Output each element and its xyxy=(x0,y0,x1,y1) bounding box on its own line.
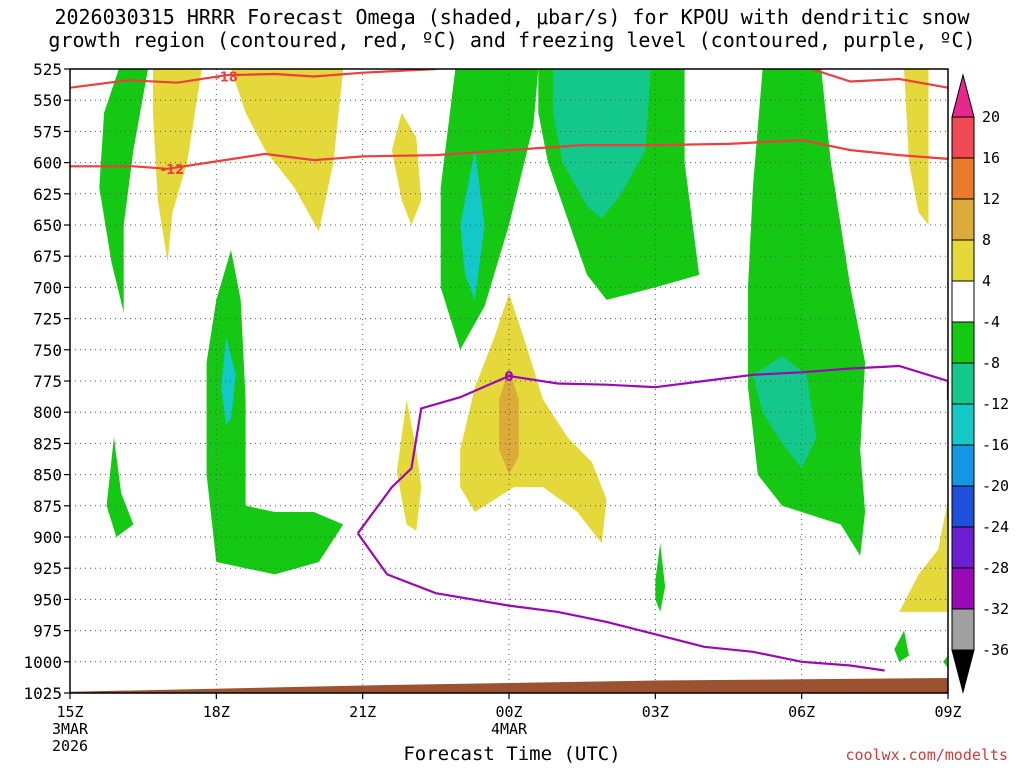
omega-region-8 xyxy=(460,150,485,300)
colorbar-label-13: -36 xyxy=(982,641,1009,659)
watermark: coolwx.com/modelts xyxy=(845,746,1008,764)
colorbar-swatch-5 xyxy=(951,321,975,364)
omega-region-3 xyxy=(231,69,344,232)
freezing-level-lower-branch xyxy=(356,532,885,672)
colorbar-label-1: 16 xyxy=(982,149,1000,167)
ytick-label-1000: 1000 xyxy=(23,653,62,672)
omega-region-0 xyxy=(99,69,148,313)
ytick-label-875: 875 xyxy=(33,497,62,516)
dgz-contour-0 xyxy=(70,69,436,89)
colorbar-label-11: -28 xyxy=(982,559,1009,577)
colorbar-swatch-9 xyxy=(951,485,975,528)
omega-region-6 xyxy=(221,337,236,425)
xtick-year-2026: 2026 xyxy=(52,737,88,755)
omega-region-18 xyxy=(899,499,948,612)
ytick-label-825: 825 xyxy=(33,434,62,453)
colorbar-label-8: -16 xyxy=(982,436,1009,454)
colorbar-label-7: -12 xyxy=(982,395,1009,413)
colorbar-label-9: -20 xyxy=(982,477,1009,495)
colorbar-label-3: 8 xyxy=(982,231,991,249)
ytick-label-650: 650 xyxy=(33,216,62,235)
ytick-label-1025: 1025 xyxy=(23,684,62,703)
colorbar-swatch-1 xyxy=(951,157,975,200)
omega-region-15 xyxy=(752,356,817,469)
omega-region-17 xyxy=(904,69,929,225)
omega-region-19 xyxy=(894,630,909,662)
colorbar-swatch-7 xyxy=(951,403,975,446)
ytick-label-600: 600 xyxy=(33,154,62,173)
colorbar-label-5: -4 xyxy=(982,313,1000,331)
xtick-date-4MAR: 4MAR xyxy=(491,720,528,738)
x-axis-label: Forecast Time (UTC) xyxy=(403,743,621,765)
colorbar-swatch-6 xyxy=(951,362,975,405)
xtick-date-3MAR: 3MAR xyxy=(52,720,89,738)
omega-shading xyxy=(70,69,948,693)
xtick-label-15Z: 15Z xyxy=(56,703,83,721)
omega-region-11 xyxy=(396,399,422,531)
ground-terrain xyxy=(70,678,948,693)
omega-region-7 xyxy=(440,69,539,350)
ytick-label-525: 525 xyxy=(33,60,62,79)
omega-region-12 xyxy=(460,293,607,544)
colorbar-swatch-3 xyxy=(951,239,975,282)
ytick-label-775: 775 xyxy=(33,372,62,391)
xtick-label-09Z: 09Z xyxy=(934,703,961,721)
chart-title: 2026030315 HRRR Forecast Omega (shaded, … xyxy=(0,6,1024,52)
ytick-label-700: 700 xyxy=(33,278,62,297)
omega-region-16 xyxy=(655,543,666,612)
colorbar-top-arrow xyxy=(951,73,975,118)
gridlines xyxy=(70,69,948,693)
colorbar-swatch-8 xyxy=(951,444,975,487)
xtick-label-21Z: 21Z xyxy=(349,703,376,721)
dgz-contour-1 xyxy=(811,69,948,89)
dgz-contour-2 xyxy=(70,138,948,170)
xtick-label-06Z: 06Z xyxy=(788,703,815,721)
ytick-label-750: 750 xyxy=(33,341,62,360)
colorbar-swatch-0 xyxy=(951,116,975,159)
colorbar-swatch-2 xyxy=(951,198,975,241)
ytick-label-625: 625 xyxy=(33,185,62,204)
colorbar-label-6: -8 xyxy=(982,354,1000,372)
ytick-label-950: 950 xyxy=(33,590,62,609)
xtick-label-18Z: 18Z xyxy=(203,703,230,721)
colorbar-bottom-arrow xyxy=(951,649,975,694)
colorbar-label-12: -32 xyxy=(982,600,1009,618)
ytick-label-675: 675 xyxy=(33,247,62,266)
omega-region-4 xyxy=(391,112,422,225)
omega-region-13 xyxy=(499,368,519,475)
dgz-label-minus18: -18 xyxy=(214,70,238,85)
ytick-label-575: 575 xyxy=(33,122,62,141)
omega-region-10 xyxy=(552,69,651,219)
colorbar-swatch-4 xyxy=(951,280,975,323)
y-axis: 525 550 575 600 625 650 675 700 725 750 775 800 825 8… xyxy=(23,60,70,703)
xtick-label-00Z: 00Z xyxy=(495,703,522,721)
omega-region-1 xyxy=(106,437,134,537)
freezing-level-label: 0 xyxy=(504,370,513,385)
colorbar-swatch-12 xyxy=(951,608,975,651)
ytick-label-925: 925 xyxy=(33,559,62,578)
omega-region-5 xyxy=(206,250,344,575)
dgz-label-minus12: -12 xyxy=(161,163,185,178)
freezing-level-contour xyxy=(356,364,948,534)
colorbar-label-0: 20 xyxy=(982,108,1000,126)
ytick-label-800: 800 xyxy=(33,403,62,422)
title-line-1: 2026030315 HRRR Forecast Omega (shaded, … xyxy=(54,5,970,29)
ytick-label-550: 550 xyxy=(33,91,62,110)
ytick-label-725: 725 xyxy=(33,310,62,329)
title-line-2: growth region (contoured, red, ºC) and f… xyxy=(48,28,976,52)
colorbar-swatch-10 xyxy=(951,526,975,569)
colorbar-label-4: 4 xyxy=(982,272,991,290)
colorbar-label-2: 12 xyxy=(982,190,1000,208)
omega-region-2 xyxy=(152,69,202,263)
colorbar-label-10: -24 xyxy=(982,518,1009,536)
contours: -18 -12 0 xyxy=(70,69,948,672)
colorbar-swatch-11 xyxy=(951,567,975,610)
colorbar: 20 16 12 8 4 -4 -8 -12 -16 -20 -24 -28 -32 -36 xyxy=(951,73,1009,694)
xtick-label-03Z: 03Z xyxy=(642,703,669,721)
ytick-label-975: 975 xyxy=(33,622,62,641)
ytick-label-900: 900 xyxy=(33,528,62,547)
ytick-label-850: 850 xyxy=(33,466,62,485)
